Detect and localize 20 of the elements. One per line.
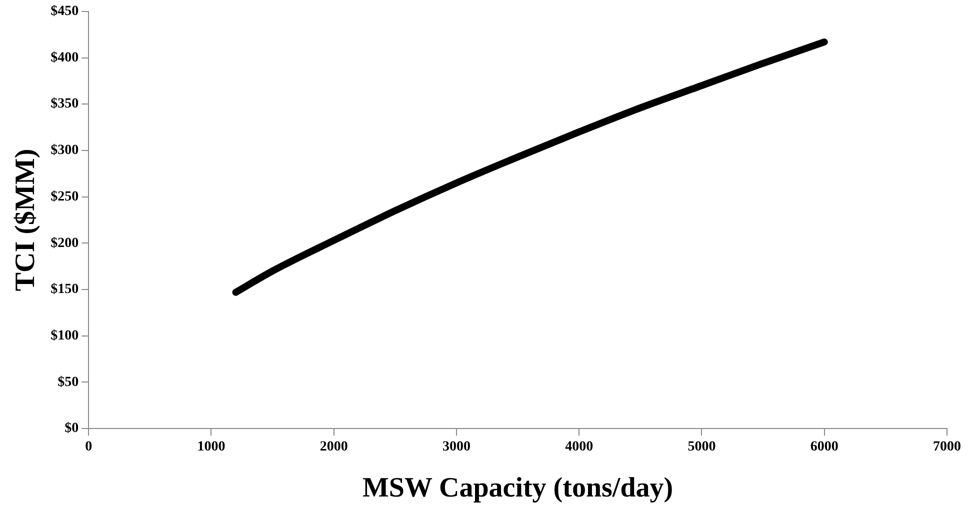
y-tick-label: $200 bbox=[50, 236, 79, 251]
y-axis-title: TCI ($MM) bbox=[10, 148, 42, 292]
x-tick-label: 0 bbox=[85, 440, 92, 455]
x-tick-label: 4000 bbox=[565, 440, 594, 455]
y-tick-label: $300 bbox=[50, 143, 79, 158]
y-tick-label: $450 bbox=[50, 4, 79, 20]
y-tick-label: $400 bbox=[50, 50, 79, 66]
x-tick-label: 2000 bbox=[320, 440, 348, 455]
y-tick-label: $0 bbox=[64, 421, 79, 436]
y-tick-label: $150 bbox=[50, 282, 79, 298]
x-tick-label: 5000 bbox=[688, 440, 716, 455]
y-tick-label: $100 bbox=[50, 328, 79, 344]
y-tick-label: $250 bbox=[50, 189, 79, 204]
y-tick-label: $350 bbox=[50, 96, 79, 112]
x-tick-label: 1000 bbox=[197, 440, 226, 455]
x-tick-label: 7000 bbox=[933, 440, 961, 455]
x-tick-label: 6000 bbox=[810, 440, 838, 455]
y-tick-label: $50 bbox=[58, 374, 79, 390]
x-tick-label: 3000 bbox=[442, 440, 470, 455]
x-axis-title: MSW Capacity (tons/day) bbox=[362, 472, 674, 504]
